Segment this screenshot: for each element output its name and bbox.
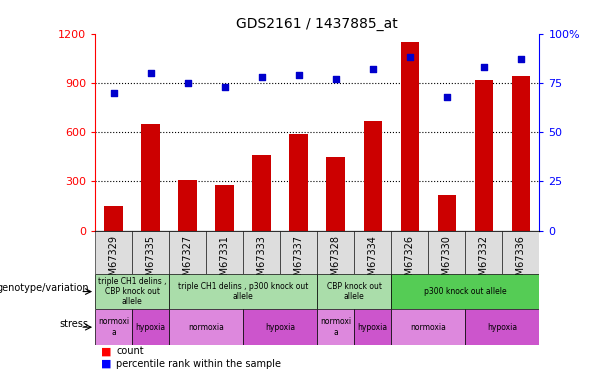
Text: GSM67336: GSM67336 xyxy=(516,235,526,288)
Bar xyxy=(391,274,539,309)
Text: hypoxia: hypoxia xyxy=(135,322,166,332)
Bar xyxy=(391,309,465,345)
Text: p300 knock out allele: p300 knock out allele xyxy=(424,287,507,296)
Point xyxy=(219,84,229,90)
Bar xyxy=(318,274,391,309)
Bar xyxy=(132,309,169,345)
Bar xyxy=(465,231,503,274)
Point xyxy=(257,74,267,80)
Bar xyxy=(428,231,465,274)
Bar xyxy=(178,180,197,231)
Bar xyxy=(243,309,318,345)
Bar xyxy=(142,124,160,231)
Bar xyxy=(474,80,493,231)
Bar xyxy=(253,155,271,231)
Bar xyxy=(95,231,132,274)
Title: GDS2161 / 1437885_at: GDS2161 / 1437885_at xyxy=(237,17,398,32)
Point xyxy=(368,66,378,72)
Bar xyxy=(95,309,132,345)
Text: hypoxia: hypoxia xyxy=(358,322,388,332)
Text: GSM67333: GSM67333 xyxy=(257,235,267,288)
Point xyxy=(146,70,156,76)
Text: GSM67328: GSM67328 xyxy=(331,235,341,288)
Point xyxy=(479,64,489,70)
Bar xyxy=(215,185,234,231)
Text: GSM67332: GSM67332 xyxy=(479,235,489,288)
Point xyxy=(109,90,118,96)
Text: percentile rank within the sample: percentile rank within the sample xyxy=(116,359,281,369)
Text: count: count xyxy=(116,346,144,356)
Bar xyxy=(132,231,169,274)
Text: stress: stress xyxy=(60,319,89,328)
Bar xyxy=(169,274,318,309)
Bar xyxy=(289,134,308,231)
Text: normoxia: normoxia xyxy=(410,322,446,332)
Text: GSM67335: GSM67335 xyxy=(145,235,156,288)
Point xyxy=(516,56,526,62)
Text: hypoxia: hypoxia xyxy=(265,322,295,332)
Bar xyxy=(465,309,539,345)
Point xyxy=(442,94,452,100)
Text: hypoxia: hypoxia xyxy=(487,322,517,332)
Text: ■: ■ xyxy=(101,346,112,356)
Bar xyxy=(354,309,391,345)
Point xyxy=(183,80,192,86)
Text: ■: ■ xyxy=(101,359,112,369)
Point xyxy=(331,76,341,82)
Text: GSM67334: GSM67334 xyxy=(368,235,378,288)
Bar xyxy=(206,231,243,274)
Bar xyxy=(95,274,169,309)
Text: GSM67329: GSM67329 xyxy=(109,235,118,288)
Bar xyxy=(243,231,280,274)
Text: CBP knock out
allele: CBP knock out allele xyxy=(327,282,382,301)
Bar xyxy=(400,42,419,231)
Point xyxy=(405,54,415,60)
Bar xyxy=(512,76,530,231)
Text: GSM67331: GSM67331 xyxy=(219,235,230,288)
Text: genotype/variation: genotype/variation xyxy=(0,283,89,293)
Bar xyxy=(354,231,391,274)
Bar xyxy=(104,206,123,231)
Point xyxy=(294,72,303,78)
Bar xyxy=(503,231,539,274)
Bar xyxy=(327,157,345,231)
Bar xyxy=(318,231,354,274)
Text: normoxia: normoxia xyxy=(188,322,224,332)
Bar xyxy=(169,231,206,274)
Text: GSM67327: GSM67327 xyxy=(183,235,192,288)
Text: normoxi
a: normoxi a xyxy=(320,318,351,337)
Text: triple CH1 delins ,
CBP knock out
allele: triple CH1 delins , CBP knock out allele xyxy=(98,277,166,306)
Bar xyxy=(438,195,456,231)
Bar xyxy=(169,309,243,345)
Bar xyxy=(364,121,382,231)
Text: GSM67326: GSM67326 xyxy=(405,235,415,288)
Text: triple CH1 delins , p300 knock out
allele: triple CH1 delins , p300 knock out allel… xyxy=(178,282,308,301)
Text: GSM67337: GSM67337 xyxy=(294,235,303,288)
Text: GSM67330: GSM67330 xyxy=(442,235,452,288)
Text: normoxi
a: normoxi a xyxy=(98,318,129,337)
Bar xyxy=(318,309,354,345)
Bar xyxy=(280,231,318,274)
Bar xyxy=(391,231,428,274)
